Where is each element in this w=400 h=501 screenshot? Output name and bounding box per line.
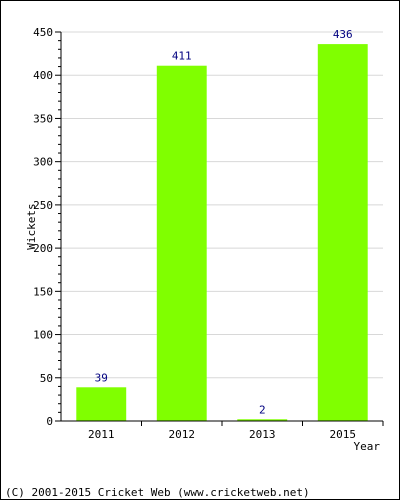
x-tick-label: 2015 (330, 428, 357, 441)
y-tick-label: 50 (40, 372, 53, 385)
bars (76, 44, 368, 422)
y-tick-label: 100 (33, 329, 53, 342)
y-tick-label: 150 (33, 285, 53, 298)
y-tick-label: 0 (46, 415, 53, 428)
grid-lines (61, 31, 383, 379)
x-ticks: 2011 2012 2013 2015 (88, 421, 384, 441)
copyright-text: (C) 2001-2015 Cricket Web (www.cricketwe… (5, 486, 310, 499)
data-label: 2 (259, 403, 266, 416)
y-tick-label: 350 (33, 112, 53, 125)
y-axis-title: Wickets (25, 203, 38, 249)
bar-2012 (156, 65, 207, 422)
y-tick-label: 400 (33, 69, 53, 82)
y-tick-label: 450 (33, 26, 53, 39)
bar-2013 (237, 419, 288, 421)
data-labels: 39 411 2 436 (95, 28, 353, 416)
x-tick-label: 2013 (249, 428, 276, 441)
x-tick-label: 2011 (88, 428, 115, 441)
data-label: 436 (333, 28, 353, 41)
y-tick-label: 300 (33, 156, 53, 169)
bar-2011 (76, 387, 127, 421)
data-label: 39 (95, 371, 108, 384)
y-tick-label: 250 (33, 199, 53, 212)
x-tick-label: 2012 (169, 428, 196, 441)
y-ticks: 0 50 100 150 200 250 300 350 400 450 (33, 26, 61, 428)
bar-2015 (317, 44, 368, 421)
data-label: 411 (172, 50, 192, 63)
x-axis-title: Year (354, 440, 381, 453)
y-tick-label: 200 (33, 242, 53, 255)
